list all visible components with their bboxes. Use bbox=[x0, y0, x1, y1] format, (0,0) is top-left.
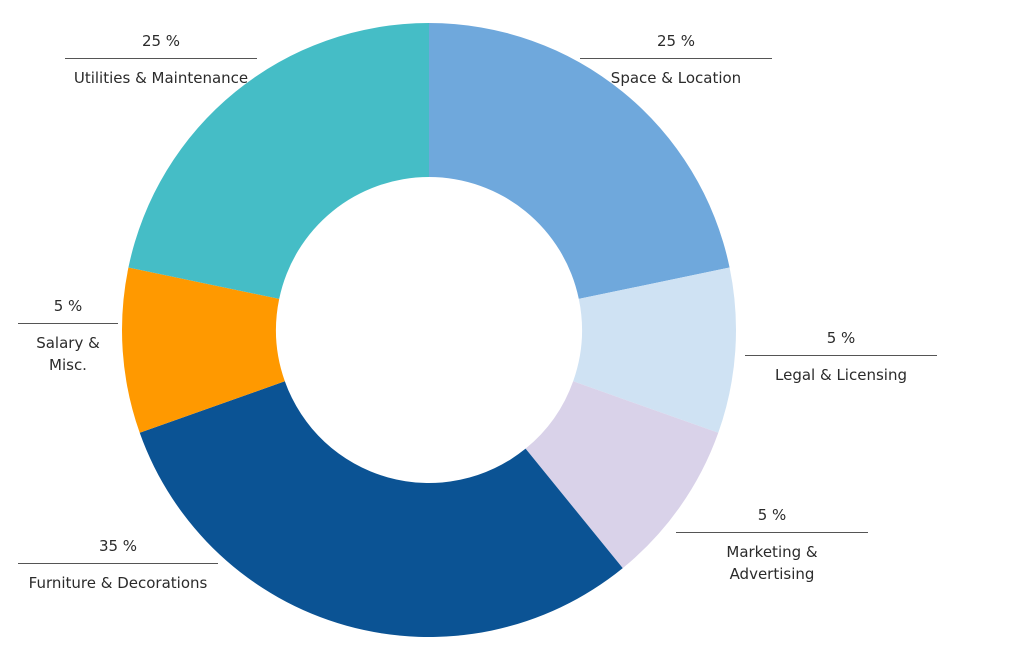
slice-value-label: 25 % bbox=[65, 30, 257, 59]
slice-value-label: 5 % bbox=[676, 504, 868, 533]
donut-slice-5 bbox=[128, 22, 429, 299]
slice-category-label: Salary & Misc. bbox=[36, 334, 100, 374]
slice-value-label: 5 % bbox=[18, 295, 118, 324]
label-salary-misc: 5 % Salary & Misc. bbox=[18, 295, 118, 376]
donut-slice-3 bbox=[139, 381, 623, 637]
label-marketing-advertising: 5 % Marketing & Advertising bbox=[676, 504, 868, 585]
slice-category-label: Space & Location bbox=[610, 69, 742, 87]
label-legal-licensing: 5 % Legal & Licensing bbox=[745, 327, 937, 386]
slice-value-label: 25 % bbox=[580, 30, 772, 59]
slice-value-label: 5 % bbox=[745, 327, 937, 356]
slice-category-label: Marketing & Advertising bbox=[726, 543, 818, 583]
label-space-location: 25 % Space & Location bbox=[580, 30, 772, 89]
slice-category-label: Legal & Licensing bbox=[775, 366, 907, 384]
slice-category-label: Utilities & Maintenance bbox=[73, 69, 249, 87]
slice-category-label: Furniture & Decorations bbox=[28, 574, 208, 592]
label-furniture-decorations: 35 % Furniture & Decorations bbox=[18, 535, 218, 594]
label-utilities-maintenance: 25 % Utilities & Maintenance bbox=[65, 30, 257, 89]
donut-slice-4 bbox=[122, 267, 285, 433]
donut-slice-2 bbox=[525, 381, 719, 569]
slice-value-label: 35 % bbox=[18, 535, 218, 564]
donut-slice-1 bbox=[573, 267, 736, 433]
donut-slice-0 bbox=[429, 23, 730, 299]
